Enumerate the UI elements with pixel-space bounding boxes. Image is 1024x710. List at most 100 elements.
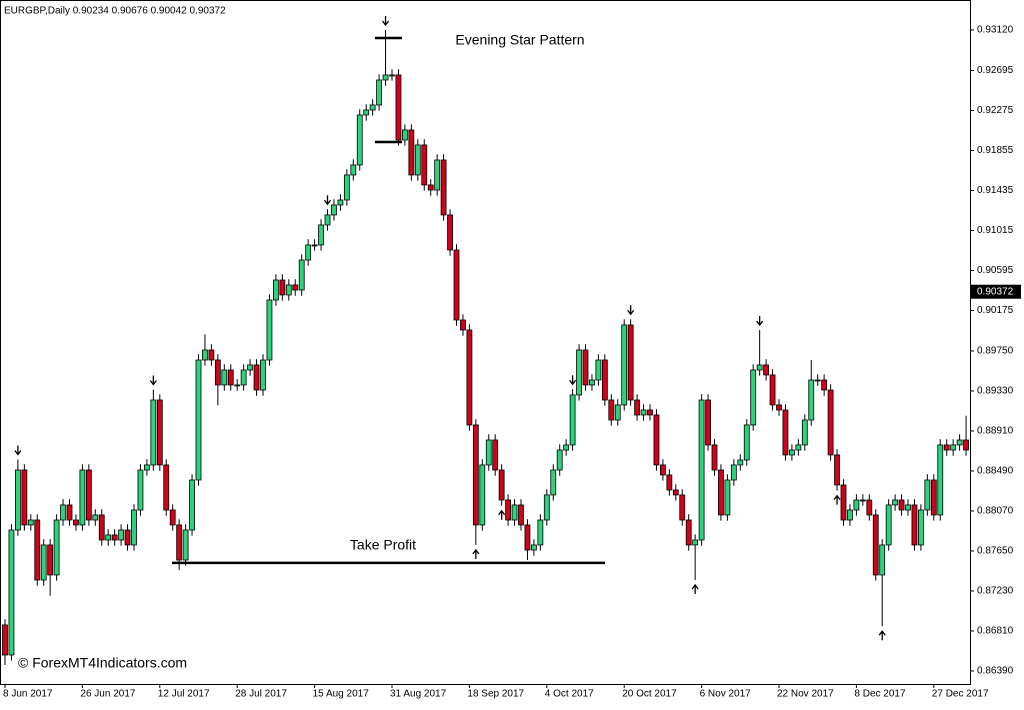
- candle-body: [827, 389, 834, 456]
- candle-body: [563, 444, 570, 451]
- candle-body: [401, 129, 408, 141]
- candle-body: [653, 414, 660, 466]
- candle-body: [724, 479, 731, 516]
- candle-body: [472, 424, 479, 526]
- candle-body: [182, 529, 189, 561]
- candle-body: [879, 544, 886, 576]
- candle-body: [518, 504, 524, 526]
- candle-body: [950, 444, 957, 451]
- candle-body: [853, 499, 860, 511]
- candle-body: [202, 349, 208, 361]
- x-tick-label: 12 Jul 2017: [158, 689, 210, 700]
- candle-body: [79, 469, 86, 526]
- candle-body: [227, 369, 234, 386]
- candle-body: [569, 394, 576, 446]
- candle-body: [672, 489, 679, 496]
- candle-body: [660, 464, 666, 476]
- candle-body: [60, 504, 66, 521]
- candle-body: [8, 529, 15, 656]
- candle-body: [769, 374, 776, 406]
- candle-body: [40, 544, 47, 581]
- candle-body: [2, 624, 8, 656]
- candle-body: [692, 539, 699, 546]
- candle-body: [143, 464, 150, 471]
- y-tick-label: 0.90175: [977, 305, 1014, 316]
- candle-body: [98, 514, 105, 541]
- plot-frame: [0, 0, 971, 685]
- candle-body: [324, 214, 331, 226]
- y-tick-label: 0.89330: [977, 386, 1014, 397]
- candle-body: [208, 349, 215, 361]
- candle-body: [930, 479, 937, 516]
- candle-body: [105, 534, 112, 541]
- candle-body: [247, 364, 254, 371]
- x-tick-label: 26 Jun 2017: [80, 689, 135, 700]
- candle-body: [621, 324, 628, 406]
- y-tick-label: 0.88070: [977, 506, 1014, 517]
- candle-body: [866, 499, 873, 516]
- last-price-label: 0.90372: [977, 286, 1014, 297]
- candle-body: [479, 464, 486, 526]
- candle-body: [169, 509, 176, 526]
- candle-body: [821, 379, 828, 391]
- candle-body: [279, 279, 286, 296]
- y-tick-label: 0.91435: [977, 185, 1014, 196]
- candle-body: [859, 499, 866, 502]
- candle-body: [963, 439, 969, 451]
- buy-arrow: [498, 509, 506, 520]
- candle-body: [750, 369, 757, 426]
- candle-body: [608, 399, 615, 421]
- candle-body: [292, 284, 299, 291]
- candle-body: [756, 364, 763, 371]
- candle-body: [85, 469, 92, 521]
- candle-body: [524, 524, 531, 551]
- candle-body: [356, 114, 363, 166]
- candle-body: [466, 329, 473, 426]
- candle-body: [47, 544, 54, 576]
- candle-body: [66, 504, 73, 521]
- y-tick-label: 0.87230: [977, 586, 1014, 597]
- candle-body: [285, 284, 292, 296]
- candle-body: [260, 359, 266, 391]
- candle-body: [627, 324, 634, 401]
- candle-body: [531, 544, 537, 551]
- candle-body: [640, 409, 647, 416]
- candle-body: [150, 399, 157, 466]
- buy-arrow: [833, 494, 841, 505]
- candle-body: [163, 464, 170, 511]
- candle-body: [389, 74, 395, 77]
- candle-body: [318, 224, 324, 246]
- candle-body: [266, 299, 273, 361]
- x-tick-label: 8 Dec 2017: [854, 689, 906, 700]
- y-tick-label: 0.89750: [977, 346, 1014, 357]
- y-tick-label: 0.91015: [977, 225, 1014, 236]
- y-tick-label: 0.86390: [977, 666, 1014, 677]
- candle-body: [234, 384, 241, 387]
- candle-body: [808, 379, 815, 421]
- candle-body: [21, 469, 28, 526]
- candle-body: [156, 399, 163, 466]
- candle-body: [937, 444, 944, 516]
- candle-body: [898, 499, 905, 511]
- candle-body: [814, 379, 821, 382]
- candle-body: [847, 509, 853, 521]
- candle-body: [272, 279, 279, 301]
- candle-body: [118, 529, 124, 541]
- candle-body: [511, 504, 518, 521]
- candle-body: [111, 534, 118, 541]
- candle-body: [550, 469, 557, 496]
- sell-arrow: [149, 375, 157, 386]
- sell-arrow: [382, 16, 390, 27]
- candle-body: [460, 319, 466, 331]
- y-tick-label: 0.90595: [977, 265, 1014, 276]
- candle-body: [14, 469, 21, 531]
- candle-body: [763, 364, 769, 376]
- candle-body: [679, 494, 686, 521]
- candle-body: [711, 444, 718, 471]
- watermark: © ForexMT4Indicators.com: [18, 655, 187, 671]
- x-tick-label: 6 Nov 2017: [700, 689, 752, 700]
- candle-body: [885, 504, 892, 546]
- y-tick-label: 0.92695: [977, 65, 1014, 76]
- x-tick-label: 31 Aug 2017: [390, 689, 447, 700]
